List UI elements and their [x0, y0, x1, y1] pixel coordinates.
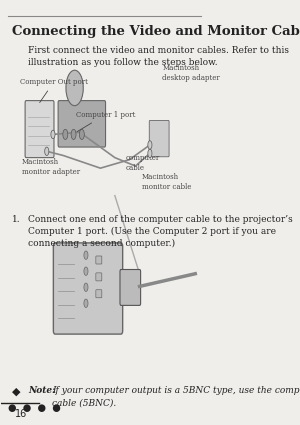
FancyBboxPatch shape — [96, 273, 102, 281]
Text: ◆: ◆ — [12, 386, 20, 397]
FancyBboxPatch shape — [25, 101, 54, 158]
FancyBboxPatch shape — [149, 120, 169, 157]
Circle shape — [84, 267, 88, 275]
FancyBboxPatch shape — [58, 101, 106, 147]
FancyBboxPatch shape — [120, 269, 141, 306]
Text: 16: 16 — [15, 408, 27, 419]
Text: Macintosh
monitor adapter: Macintosh monitor adapter — [22, 159, 80, 176]
FancyBboxPatch shape — [96, 290, 102, 298]
Circle shape — [80, 129, 84, 139]
FancyBboxPatch shape — [53, 243, 123, 334]
Circle shape — [148, 149, 152, 158]
Circle shape — [51, 130, 55, 139]
Circle shape — [84, 251, 88, 259]
Text: Note:: Note: — [28, 386, 56, 395]
Circle shape — [45, 147, 49, 156]
FancyBboxPatch shape — [96, 256, 102, 264]
Text: Computer Out port: Computer Out port — [20, 78, 88, 102]
Circle shape — [148, 141, 152, 149]
Text: Macintosh
monitor cable: Macintosh monitor cable — [142, 173, 191, 190]
Text: First connect the video and monitor cables. Refer to this
illustration as you fo: First connect the video and monitor cabl… — [28, 46, 289, 67]
Text: computer
cable: computer cable — [125, 154, 159, 172]
Circle shape — [84, 283, 88, 292]
Text: If your computer output is a 5BNC type, use the computer
cable (5BNC).: If your computer output is a 5BNC type, … — [52, 386, 300, 407]
Text: Computer 1 port: Computer 1 port — [76, 111, 135, 132]
Circle shape — [66, 70, 83, 106]
Text: Connecting the Video and Monitor Cables: Connecting the Video and Monitor Cables — [12, 25, 300, 37]
Circle shape — [63, 129, 68, 139]
Circle shape — [71, 129, 76, 139]
Text: Connect one end of the computer cable to the projector’s
Computer 1 port. (Use t: Connect one end of the computer cable to… — [28, 215, 293, 247]
Text: Macintosh
desktop adapter: Macintosh desktop adapter — [162, 64, 220, 82]
Text: ●  ●  ●  ●: ● ● ● ● — [8, 403, 60, 413]
Circle shape — [84, 299, 88, 308]
Text: 1.: 1. — [12, 215, 20, 224]
